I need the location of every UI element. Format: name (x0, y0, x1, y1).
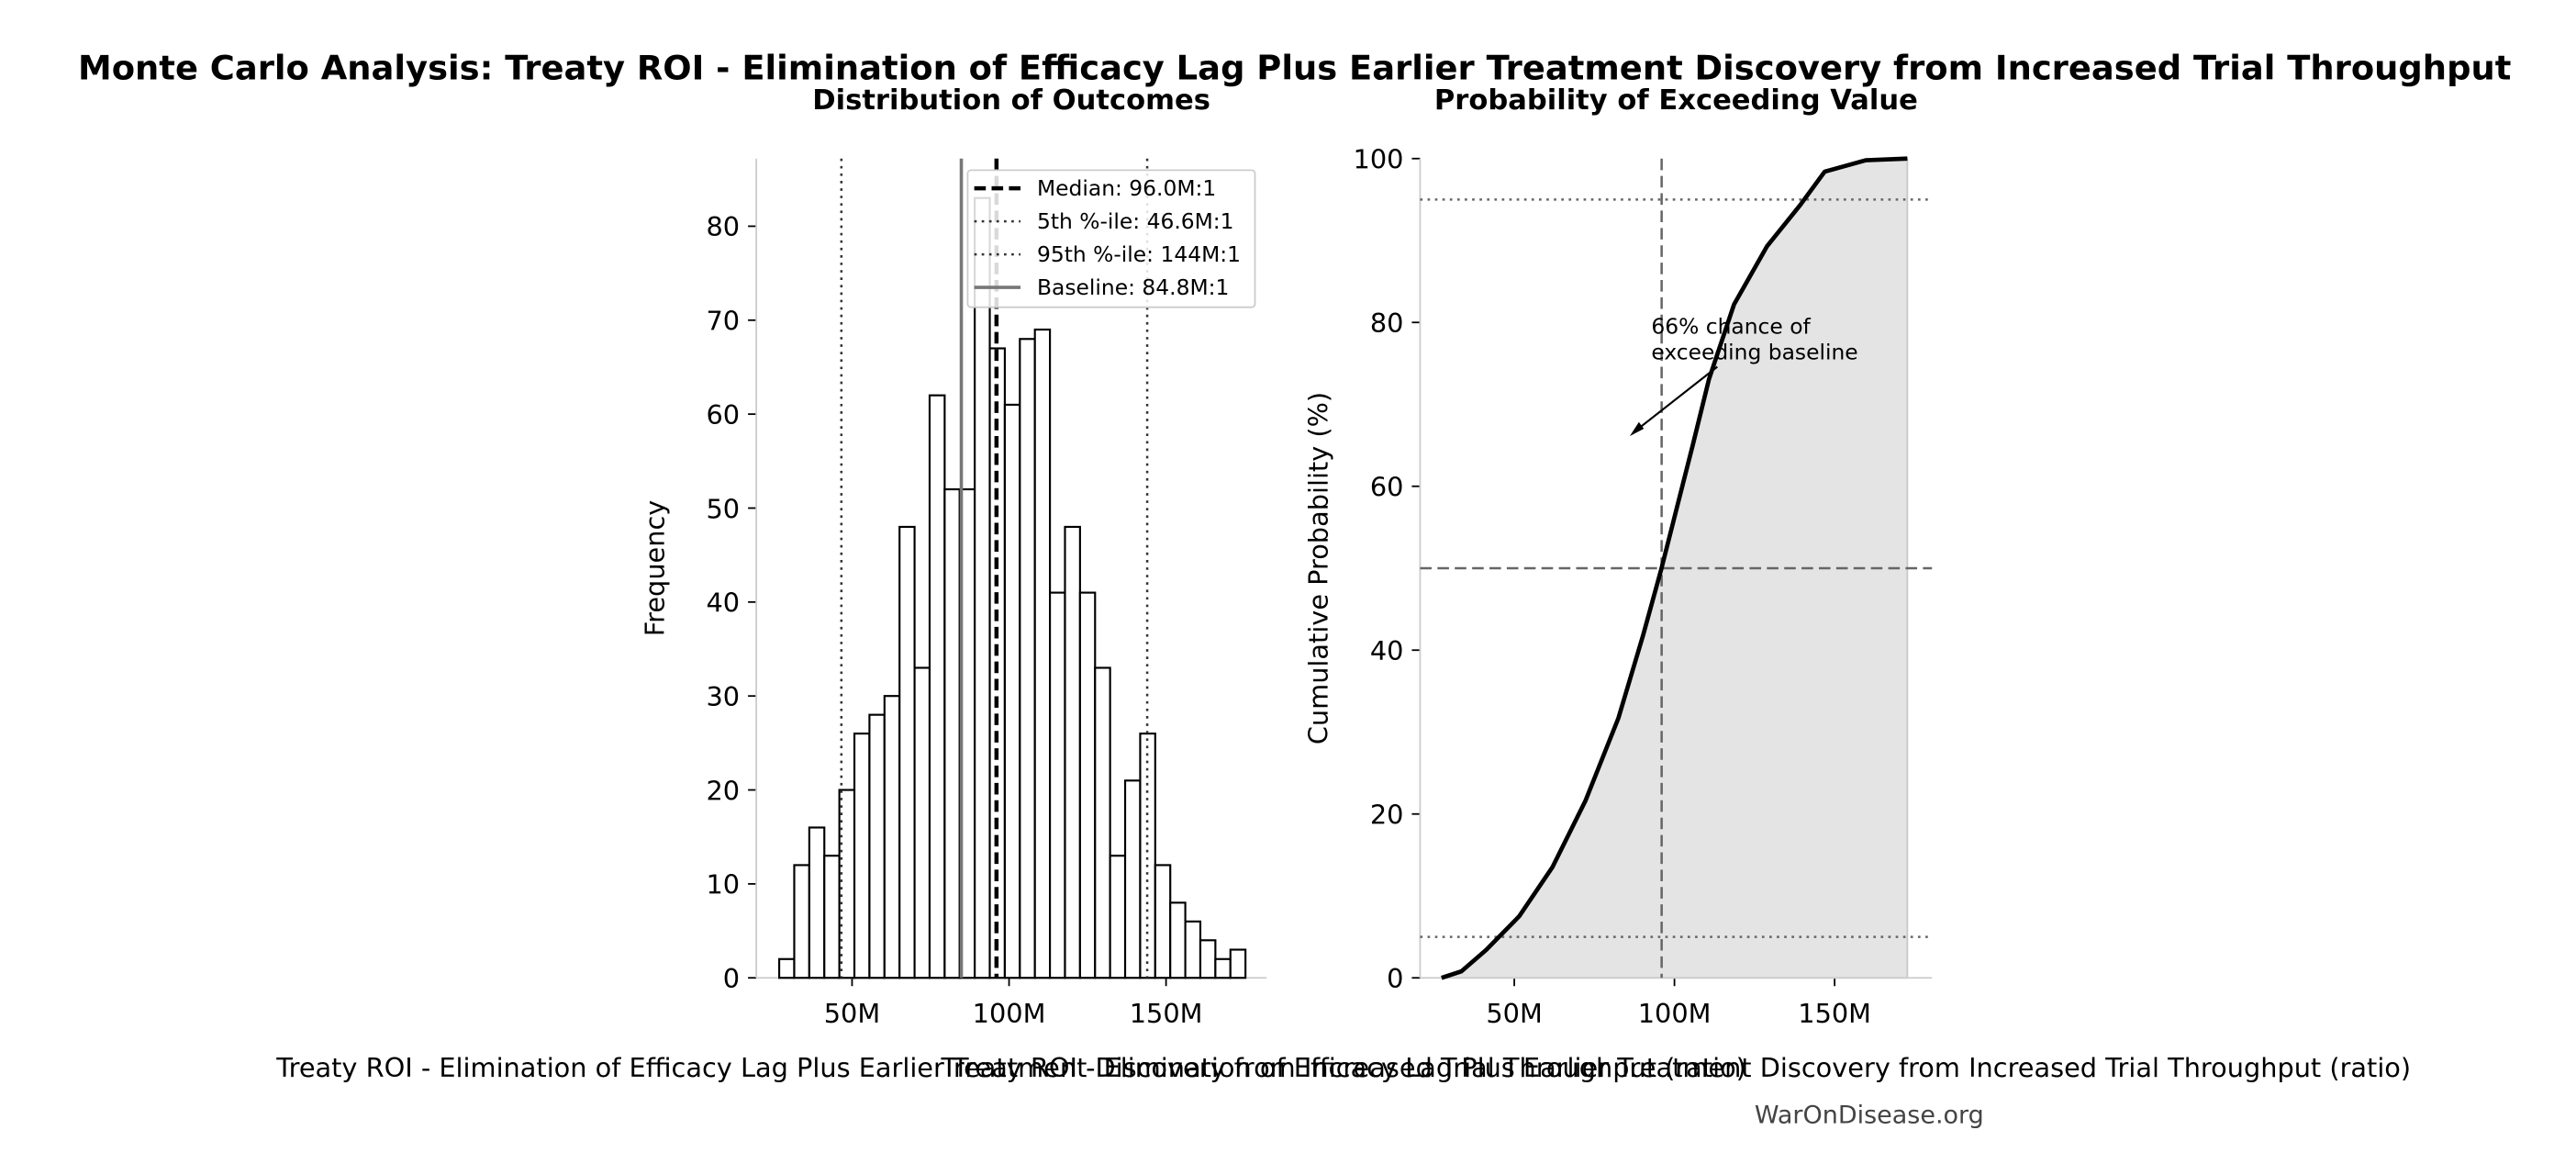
y-tick-label: 50 (707, 493, 741, 524)
histogram-bar (1154, 864, 1172, 979)
annotation-line: 66% chance of (1651, 313, 1811, 339)
histogram-bar (793, 864, 810, 979)
y-tick-label: 100 (1354, 144, 1404, 175)
histogram-bar (838, 789, 856, 979)
x-axis-label: Treaty ROI - Elimination of Efficacy Lag… (941, 1052, 2412, 1083)
histogram-bar (1123, 779, 1142, 979)
y-tick-label: 70 (707, 306, 741, 337)
histogram-bar (853, 733, 871, 979)
histogram-bar (778, 957, 796, 979)
histogram-bar (1094, 666, 1111, 979)
histogram-bar (883, 695, 901, 979)
y-axis-label: Cumulative Probability (%) (1303, 392, 1334, 744)
histogram-bar (823, 855, 841, 979)
annotation: 66% chance of exceeding baseline (1651, 313, 1857, 364)
figure-title: Monte Carlo Analysis: Treaty ROI - Elimi… (78, 48, 2511, 87)
cumulative-line (1441, 156, 1908, 980)
histogram-bar (868, 713, 886, 979)
y-tick-label: 0 (1387, 963, 1403, 994)
y-axis-label: Frequency (639, 500, 670, 637)
y-tick-label: 20 (707, 775, 741, 806)
y-tick-label: 60 (1370, 472, 1404, 503)
x-tick-label: 150M (1798, 998, 1871, 1029)
subplot-title: Distribution of Outcomes (812, 84, 1210, 117)
x-tick-label: 150M (1130, 998, 1203, 1029)
subplot-title: Probability of Exceeding Value (1434, 84, 1918, 117)
histogram-bar (1019, 338, 1036, 979)
x-axis-label: Treaty ROI - Elimination of Efficacy Lag… (275, 1052, 1746, 1083)
histogram-bar (1184, 920, 1202, 979)
histogram-bar (1199, 939, 1217, 979)
x-tick-label: 50M (1486, 998, 1542, 1029)
y-tick-label: 10 (707, 869, 741, 901)
y-tick-label: 0 (723, 963, 740, 994)
histogram-bar (974, 196, 991, 979)
histogram-bar (1214, 957, 1232, 979)
histogram-bar (1229, 948, 1247, 979)
histogram-bar (1003, 403, 1021, 979)
annotation-arrow (1632, 365, 1718, 434)
legend-label: 5th %-ile: 46.6M:1 (1037, 208, 1234, 234)
histogram-bar (808, 826, 826, 979)
legend-label: Baseline: 84.8M:1 (1037, 274, 1229, 300)
annotation-arrowhead (1629, 421, 1645, 437)
y-tick-label: 40 (707, 588, 741, 619)
x-tick-label: 50M (824, 998, 880, 1029)
histogram-bar (898, 525, 916, 979)
legend-label: Median: 96.0M:1 (1037, 175, 1216, 201)
histogram-bar (913, 666, 931, 979)
histogram-bar (1049, 591, 1066, 979)
footer: WarOnDisease.org (1755, 1102, 1984, 1130)
y-tick-label: 80 (707, 211, 741, 242)
histogram-bar (1064, 525, 1081, 979)
y-tick-label: 80 (1370, 308, 1404, 339)
histogram-bar (1109, 855, 1127, 979)
histogram-bar (943, 487, 961, 979)
x-tick-label: 100M (973, 998, 1046, 1029)
histogram-bar (1033, 328, 1052, 979)
y-tick-label: 20 (1370, 800, 1404, 831)
histogram-bar (1169, 901, 1187, 979)
annotation-line: exceeding baseline (1651, 339, 1857, 364)
legend-label: 95th %-ile: 144M:1 (1037, 241, 1241, 267)
y-tick-label: 60 (707, 399, 741, 431)
histogram-bar (1078, 591, 1097, 979)
legend-box (966, 169, 1256, 308)
y-tick-label: 30 (707, 681, 741, 712)
histogram-bar (928, 394, 946, 979)
x-tick-label: 100M (1638, 998, 1712, 1029)
y-tick-label: 40 (1370, 635, 1404, 666)
